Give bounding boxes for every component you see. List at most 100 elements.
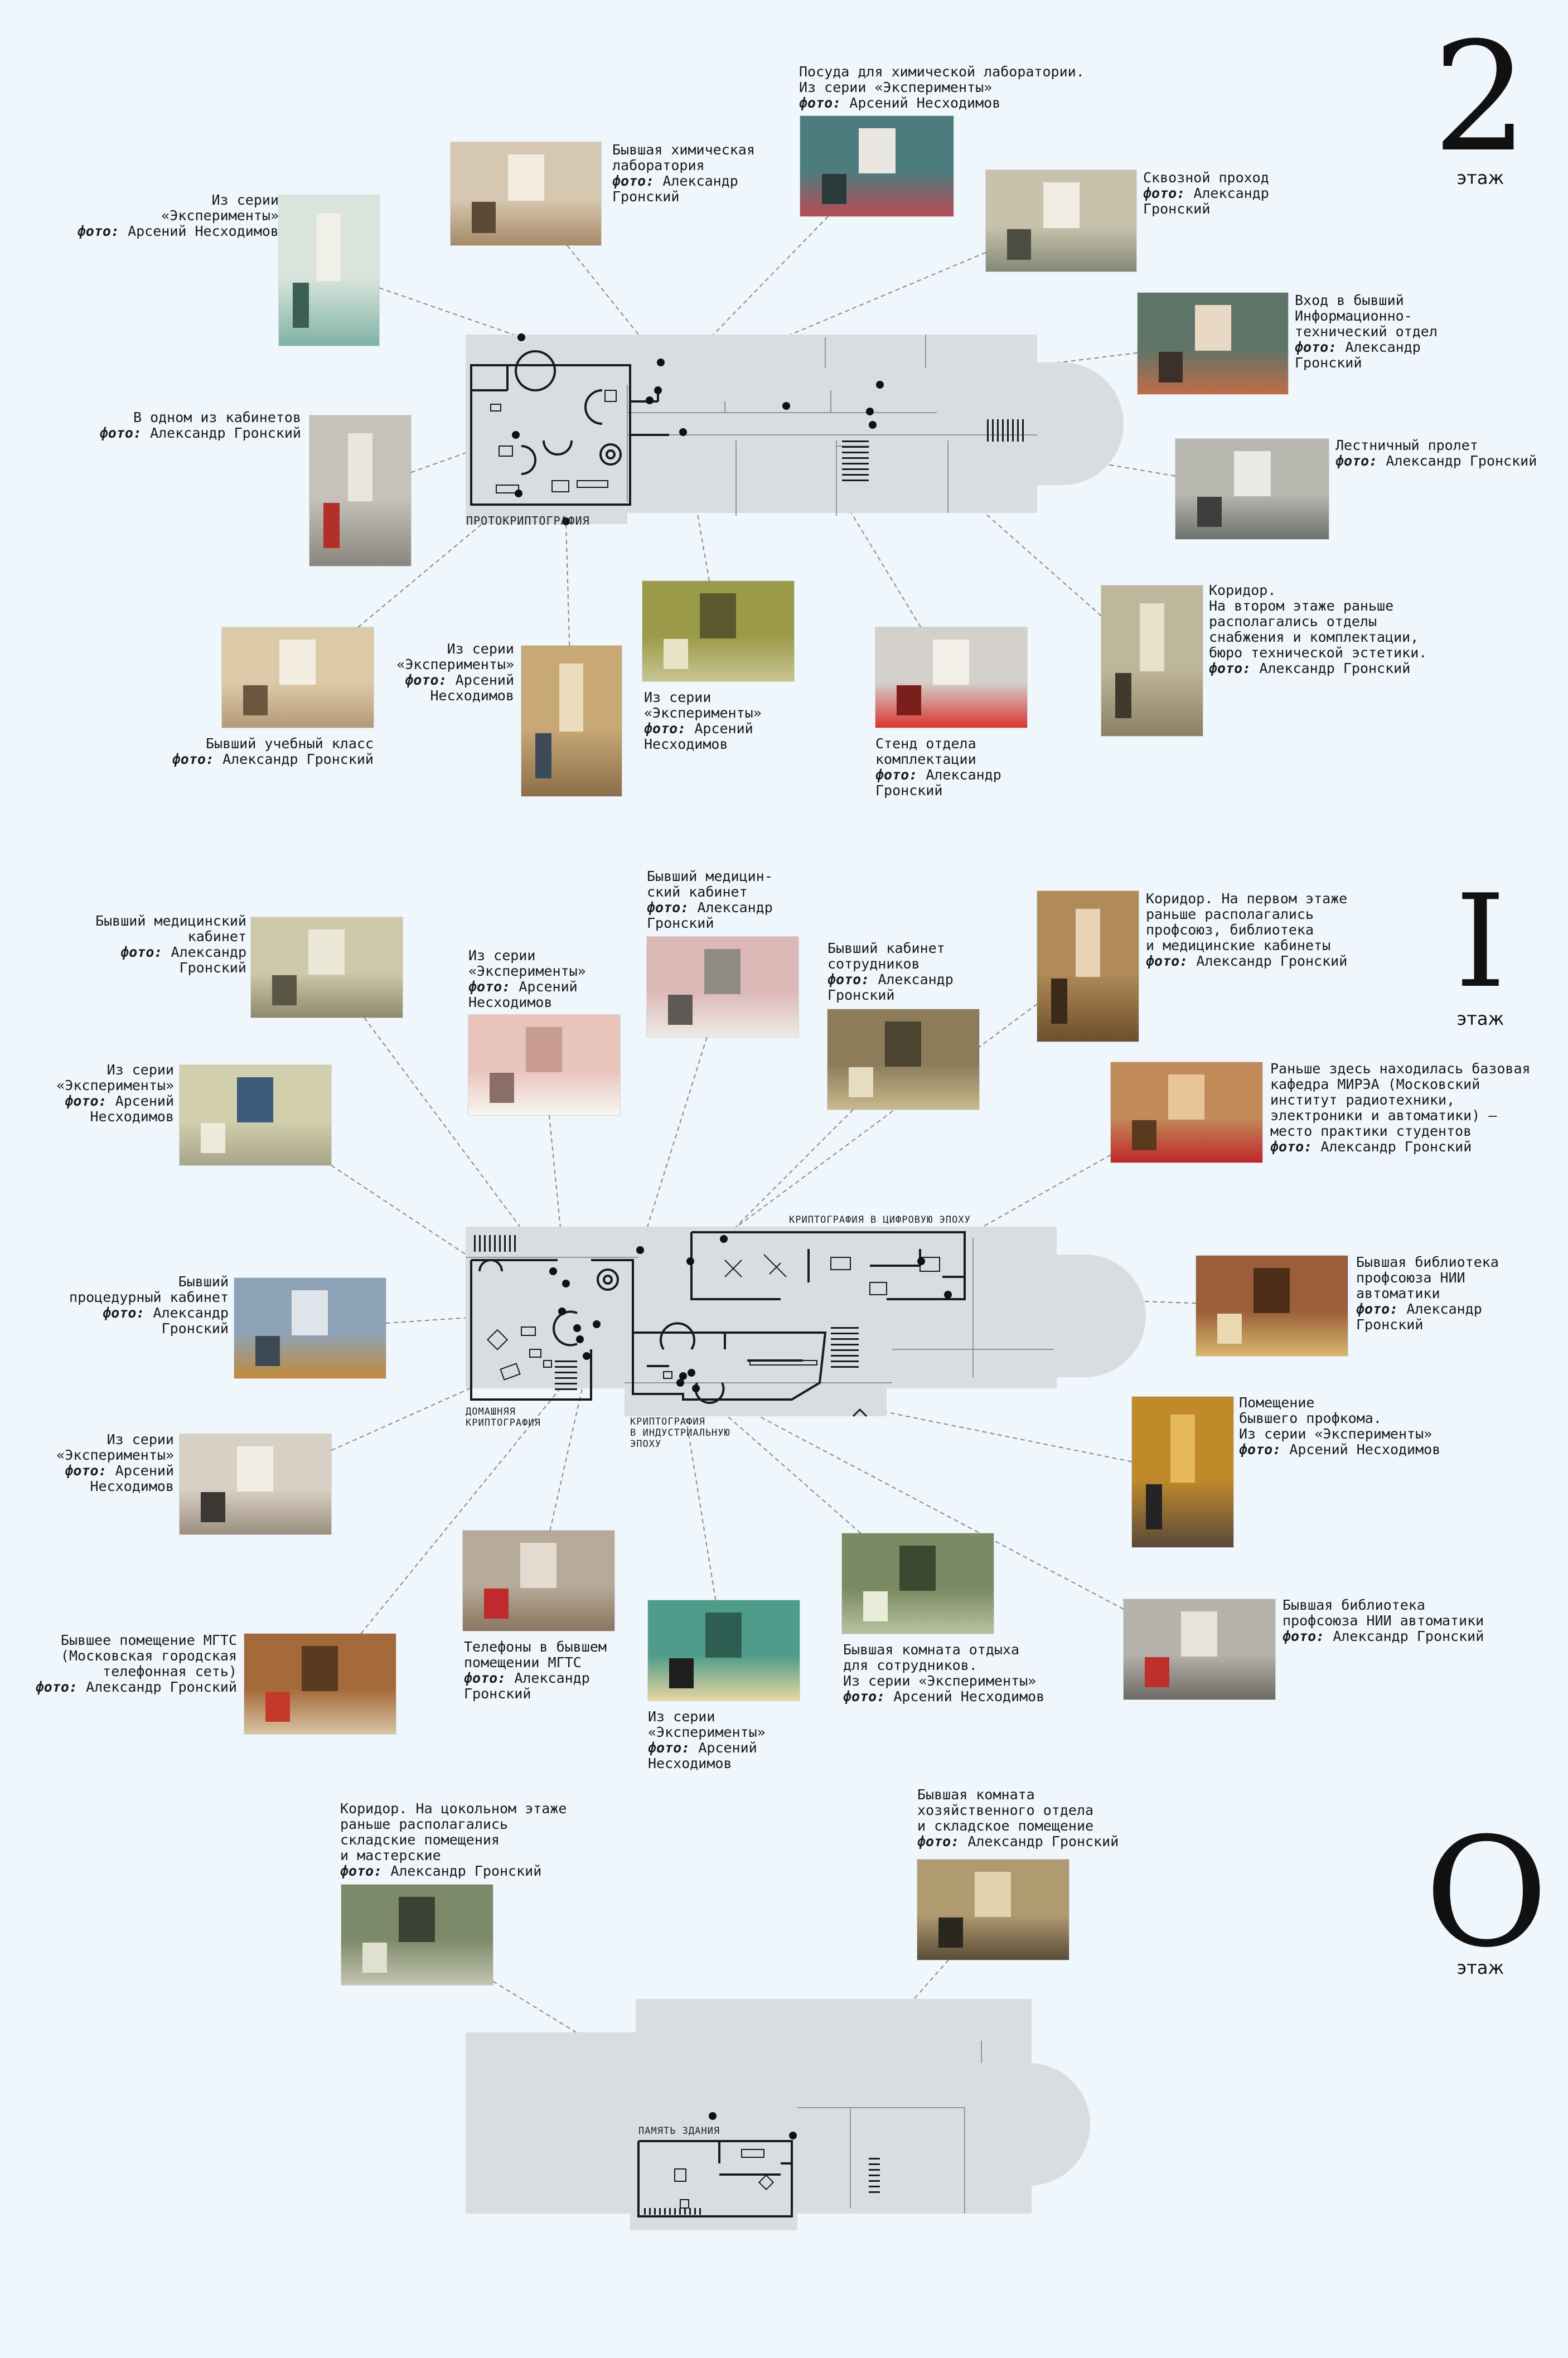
photo-window-shape <box>1170 1415 1195 1483</box>
credit-prefix: фото: <box>99 425 142 441</box>
photo-window-shape <box>399 1897 435 1942</box>
floor0-plan-body <box>466 2032 1032 2214</box>
photo-subject-shape <box>668 995 693 1025</box>
caption-line: сотрудников <box>827 956 920 972</box>
caption-line: Телефоны в бывшем <box>464 1639 607 1655</box>
caption-line: Из серии <box>648 1708 715 1725</box>
caption-line: Из серии <box>447 641 514 657</box>
floor0-stairs <box>644 2158 880 2215</box>
credit-prefix: фото: <box>1270 1139 1313 1155</box>
floor1-digital-crypto-walls <box>690 1231 966 1300</box>
photo-window-shape <box>1168 1074 1204 1120</box>
credit-name: Александр Гронский <box>222 751 374 767</box>
credit-prefix: фото: <box>1356 1301 1398 1317</box>
photo-subject-shape <box>1145 1657 1169 1687</box>
photo-caption: В одном из кабинетов фото: Александр Грон… <box>100 410 301 441</box>
credit-prefix: фото: <box>464 1670 506 1686</box>
photo-subject-shape <box>1146 1484 1162 1529</box>
photo-window-shape <box>237 1446 273 1492</box>
photo-credit: фото: Александр Гронский <box>36 1679 237 1695</box>
photo-location-dot <box>515 490 522 497</box>
photo-window-shape <box>704 949 741 994</box>
photo-credit: Гронский <box>875 783 1001 798</box>
caption-line: Бывший <box>178 1274 229 1290</box>
credit-name: Арсений <box>115 1463 174 1479</box>
stand-photo <box>875 627 1027 728</box>
photo-credit: фото: Арсений Несходимов <box>1239 1442 1440 1458</box>
floor0-plan-bottom <box>630 2208 797 2230</box>
photo-subject-shape <box>938 1918 963 1948</box>
photo-credit: фото: Александр Гронский <box>340 1863 567 1879</box>
photo-caption: Бывший медицинский кабинет фото: Александр… <box>95 913 246 976</box>
photo-caption: Коридор. На цокольном этаже раньше распол… <box>340 1801 567 1879</box>
caption-line: Сквозной проход <box>1143 170 1269 186</box>
zone-label-home: ДОМАШНЯЯ КРИПТОГРАФИЯ <box>466 1406 541 1429</box>
floor2-stairs <box>842 440 869 481</box>
photo-location-dot <box>686 1257 694 1265</box>
photo-credit: фото: Александр <box>612 173 755 189</box>
caption-line: Лестничный пролет <box>1335 437 1478 453</box>
caption-line: На втором этаже раньше <box>1209 598 1394 614</box>
caption-line: «Эксперименты» <box>56 1077 174 1093</box>
caption-line: помещении МГТС <box>464 1654 582 1671</box>
caption-line: Бывшая библиотека <box>1283 1597 1425 1613</box>
photo-credit: Гронский <box>1295 355 1438 371</box>
caption-line: Посуда для химической лаборатории. <box>799 64 1085 80</box>
photo-subject-shape <box>201 1123 225 1153</box>
photo-credit: фото: Арсений <box>644 721 762 737</box>
tiles-photo <box>180 1065 331 1165</box>
credit-prefix: фото: <box>1209 660 1251 676</box>
caption-line: автоматики <box>1356 1285 1440 1301</box>
photo-credit: фото: Александр <box>1295 340 1438 355</box>
photo-credit: фото: Александр Гронский <box>100 425 301 441</box>
caption-line: снабжения и комплектации, <box>1209 629 1419 645</box>
photo-location-dot <box>517 333 525 341</box>
credit-name: Гронский <box>179 960 246 976</box>
caption-line: «Эксперименты» <box>468 963 586 979</box>
photo-credit: фото: Арсений Несходимов <box>843 1689 1044 1705</box>
phones-photo <box>463 1531 614 1631</box>
photo-caption: Бывшее помещение МГТС (Московская городск… <box>36 1633 237 1695</box>
caption-line: институт радиотехники, <box>1270 1092 1455 1108</box>
credit-name: Несходимов <box>468 994 553 1010</box>
photo-caption: Бывшая комната хозяйственного отдела и скл… <box>917 1787 1119 1849</box>
floor-label-1: этаж <box>1456 1008 1504 1029</box>
photo-credit: фото: Александр <box>69 1305 229 1321</box>
photo-location-dot <box>782 402 790 410</box>
photo-location-dot <box>576 1335 584 1343</box>
photo-caption: Бывшая химическая лаборатория фото: Алекса… <box>612 142 755 205</box>
classroom-photo <box>222 627 374 728</box>
caption-line: комплектации <box>875 751 976 767</box>
caption-line: хозяйственного отдела <box>917 1802 1094 1818</box>
photo-credit: фото: Александр <box>647 900 773 916</box>
floor-photo <box>648 1600 800 1701</box>
credit-name: Арсений <box>115 1093 174 1109</box>
credit-name: Арсений <box>694 720 753 737</box>
caption-line: (Московская городская <box>60 1648 237 1664</box>
photo-caption: Бывший процедурный кабинет фото: Александр… <box>69 1274 229 1337</box>
photo-credit: фото: Александр Гронский <box>1209 661 1427 676</box>
credit-prefix: фото: <box>103 1305 145 1321</box>
caption-line: Бывший учебный класс <box>205 735 374 752</box>
caption-line: Бывший кабинет <box>827 940 945 956</box>
credit-name: Александр Гронский <box>1386 453 1537 469</box>
photo-location-dot <box>583 1352 591 1360</box>
photo-caption: Из серии «Эксперименты» фото: Арсений Несхо… <box>56 1432 174 1494</box>
floor1-industrial-crypto-walls <box>632 1331 827 1401</box>
photo-subject-shape <box>897 685 921 715</box>
photo-subject-shape <box>1197 497 1222 527</box>
zone-label-digital: КРИПТОГРАФИЯ В ЦИФРОВУЮ ЭПОХУ <box>789 1214 971 1226</box>
photo-window-shape <box>899 1546 936 1591</box>
shelves-photo <box>244 1634 396 1734</box>
photo-location-dot <box>944 1291 952 1299</box>
credit-prefix: фото: <box>35 1679 78 1695</box>
credit-prefix: фото: <box>1143 185 1185 201</box>
photo-location-dot <box>676 1379 684 1387</box>
photo-credit: Несходимов <box>648 1756 766 1771</box>
corridor-photo <box>1037 891 1139 1042</box>
photo-window-shape <box>1181 1611 1217 1657</box>
photo-subject-shape <box>1007 229 1031 260</box>
photo-credit: Несходимов <box>468 995 586 1010</box>
photo-subject-shape <box>255 1336 280 1366</box>
